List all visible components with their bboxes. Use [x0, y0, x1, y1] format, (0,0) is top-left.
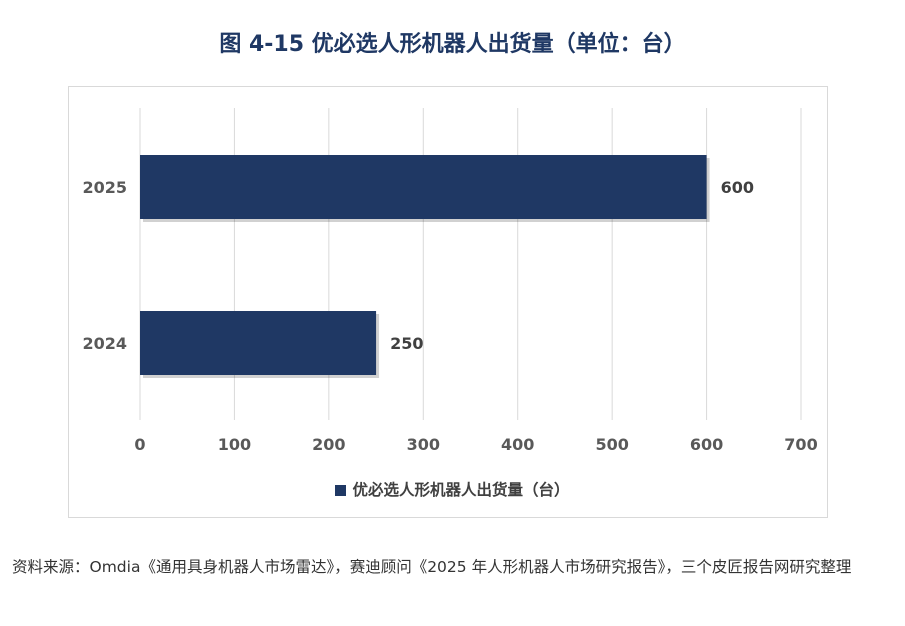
x-tick-label: 100 — [218, 435, 251, 454]
x-tick-label: 600 — [690, 435, 723, 454]
y-category-label: 2025 — [82, 178, 127, 197]
data-label: 250 — [390, 334, 423, 353]
source-note: 资料来源：Omdia《通用具身机器人市场雷达》，赛迪顾问《2025 年人形机器人… — [12, 558, 852, 576]
legend-swatch — [335, 485, 347, 496]
legend-label: 优必选人形机器人出货量（台） — [352, 481, 570, 499]
bar — [140, 155, 707, 219]
y-category-label: 2024 — [82, 334, 127, 353]
x-tick-label: 300 — [407, 435, 440, 454]
legend: 优必选人形机器人出货量（台） — [0, 478, 905, 500]
x-tick-label: 200 — [312, 435, 345, 454]
chart-title: 图 4-15 优必选人形机器人出货量（单位：台） — [219, 32, 686, 57]
x-tick-label: 700 — [784, 435, 817, 454]
data-label: 600 — [721, 178, 754, 197]
x-tick-label: 500 — [595, 435, 628, 454]
bar — [140, 311, 377, 375]
x-tick-label: 0 — [134, 435, 145, 454]
x-tick-label: 400 — [501, 435, 534, 454]
